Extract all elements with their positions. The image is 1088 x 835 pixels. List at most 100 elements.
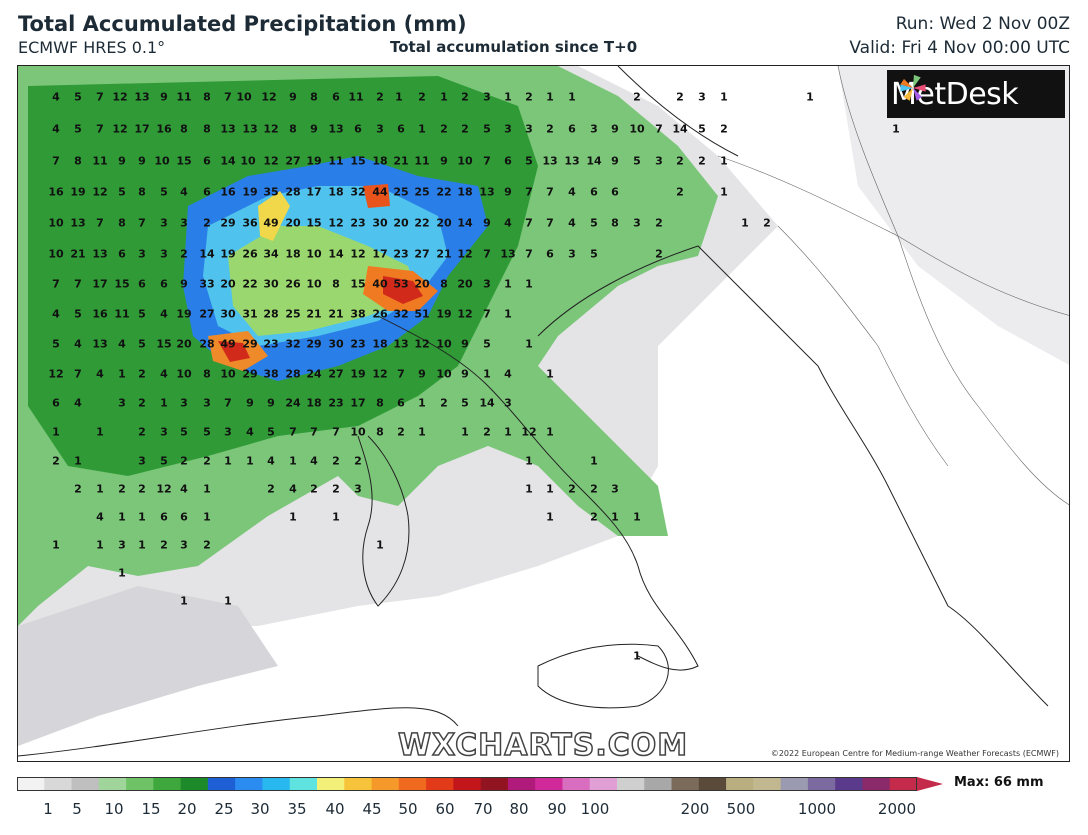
grid-value: 8 <box>376 425 384 439</box>
grid-value: 2 <box>203 454 211 468</box>
grid-value: 7 <box>525 247 533 261</box>
grid-value: 38 <box>350 307 366 321</box>
grid-value: 5 <box>160 454 168 468</box>
grid-value: 4 <box>289 482 297 496</box>
grid-value: 4 <box>160 307 168 321</box>
grid-value: 7 <box>224 90 232 104</box>
grid-value: 3 <box>698 90 706 104</box>
legend-swatch <box>862 777 891 791</box>
grid-value: 1 <box>289 510 297 524</box>
grid-value: 1 <box>118 367 126 381</box>
grid-value: 2 <box>310 482 318 496</box>
watermark: WXCHARTS.COM <box>397 727 689 762</box>
light-precip-region-east <box>838 66 1069 365</box>
grid-value: 14 <box>672 122 688 136</box>
grid-value: 7 <box>74 367 82 381</box>
grid-value: 20 <box>436 216 452 230</box>
grid-value: 6 <box>160 510 168 524</box>
grid-value: 5 <box>483 122 491 136</box>
grid-value: 18 <box>457 185 473 199</box>
grid-value: 9 <box>418 367 426 381</box>
grid-value: 12 <box>457 307 473 321</box>
grid-value: 5 <box>74 307 82 321</box>
legend-swatch <box>698 777 727 791</box>
grid-value: 1 <box>332 510 340 524</box>
grid-value: 5 <box>74 90 82 104</box>
grid-value: 9 <box>289 90 297 104</box>
grid-value: 21 <box>328 307 344 321</box>
grid-value: 6 <box>138 277 146 291</box>
grid-value: 11 <box>114 307 130 321</box>
grid-value: 5 <box>483 337 491 351</box>
grid-value: 28 <box>199 337 215 351</box>
grid-value: 27 <box>414 247 430 261</box>
grid-value: 6 <box>568 122 576 136</box>
grid-value: 7 <box>96 216 104 230</box>
grid-value: 53 <box>393 277 409 291</box>
grid-value: 12 <box>521 425 537 439</box>
legend-tick-label: 80 <box>509 800 529 818</box>
grid-value: 8 <box>289 122 297 136</box>
metdesk-logo: MetDesk <box>887 70 1065 118</box>
grid-value: 18 <box>328 185 344 199</box>
grid-value: 1 <box>720 154 728 168</box>
grid-value: 16 <box>48 185 64 199</box>
grid-value: 3 <box>590 122 598 136</box>
country-borders <box>717 66 1069 506</box>
grid-value: 4 <box>267 454 275 468</box>
legend-swatch <box>289 777 318 791</box>
grid-value: 7 <box>397 367 405 381</box>
grid-value: 1 <box>504 277 512 291</box>
legend-tick-label: 15 <box>141 800 161 818</box>
grid-value: 2 <box>676 154 684 168</box>
legend-tick-label: 35 <box>287 800 307 818</box>
grid-value: 26 <box>242 247 258 261</box>
precipitation-map[interactable]: 4 5 7 12 13 9 11 8 7 10 12 9 8 6 11 2 1 2 1 2 3 1 2 1 1 2 2 3 1 1 4 5 7 1… <box>17 65 1070 762</box>
grid-value: 9 <box>461 337 469 351</box>
grid-value: 31 <box>242 307 258 321</box>
grid-value: 25 <box>285 307 301 321</box>
legend-swatch <box>344 777 373 791</box>
value-labels: 4 5 7 12 13 9 11 8 7 10 12 9 8 6 11 2 1 2 1 2 3 1 2 1 1 2 2 3 1 1 4 5 7 1… <box>18 66 1069 761</box>
grid-value: 3 <box>483 277 491 291</box>
grid-value: 32 <box>350 185 366 199</box>
grid-value: 18 <box>372 154 388 168</box>
grid-value: 24 <box>285 396 301 410</box>
grid-value: 30 <box>263 277 279 291</box>
grid-value: 5 <box>138 337 146 351</box>
grid-value: 5 <box>461 396 469 410</box>
grid-value: 12 <box>372 367 388 381</box>
grid-value: 20 <box>285 216 301 230</box>
grid-value: 5 <box>74 122 82 136</box>
grid-value: 13 <box>92 247 108 261</box>
grid-value: 6 <box>203 185 211 199</box>
grid-value: 1 <box>720 90 728 104</box>
grid-value: 9 <box>310 122 318 136</box>
grid-value: 4 <box>246 425 254 439</box>
grid-value: 1 <box>720 185 728 199</box>
grid-value: 26 <box>372 307 388 321</box>
grid-value: 3 <box>376 122 384 136</box>
grid-value: 7 <box>96 90 104 104</box>
grid-value: 8 <box>203 367 211 381</box>
grid-value: 15 <box>156 337 172 351</box>
grid-value: 1 <box>806 90 814 104</box>
grid-value: 2 <box>698 154 706 168</box>
grid-value: 30 <box>220 307 236 321</box>
grid-value: 4 <box>180 482 188 496</box>
grid-value: 3 <box>118 396 126 410</box>
grid-value: 5 <box>160 185 168 199</box>
grid-value: 4 <box>52 122 60 136</box>
grid-value: 9 <box>180 277 188 291</box>
grid-value: 12 <box>261 90 277 104</box>
grid-value: 49 <box>220 337 236 351</box>
legend-tick-label: 500 <box>726 800 756 818</box>
grid-value: 5 <box>525 154 533 168</box>
grid-value: 1 <box>633 649 641 663</box>
grid-value: 24 <box>306 367 322 381</box>
grid-value: 7 <box>483 247 491 261</box>
legend-swatch <box>644 777 673 791</box>
grid-value: 23 <box>350 216 366 230</box>
grid-value: 2 <box>655 247 663 261</box>
legend-swatch <box>480 777 509 791</box>
